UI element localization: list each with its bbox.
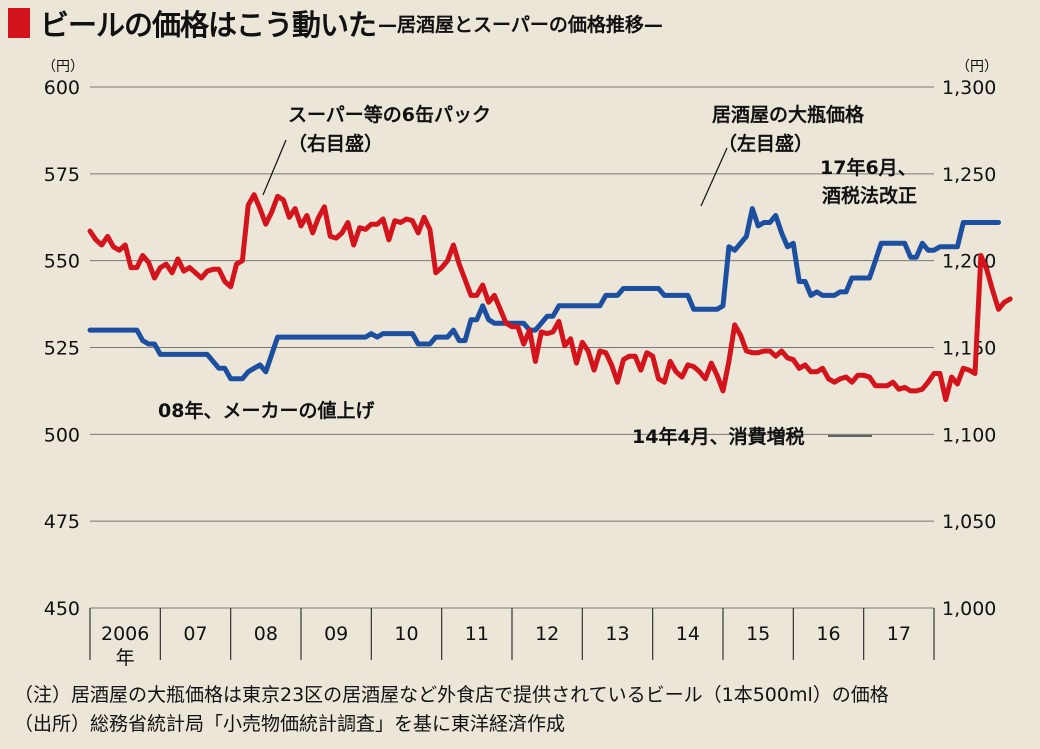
left-tick-label: 550 [44,251,80,273]
annotation-layer: スーパー等の6缶パック （右目盛） 居酒屋の大瓶価格 （左目盛） 17年6月、酒税法改正… [158,103,917,448]
left-tick-label: 525 [44,338,80,360]
right-tick-label: 1,250 [942,164,996,186]
x-tick-label: 08 [254,623,278,645]
left-tick-label: 500 [44,424,80,446]
right-tick-label: 1,050 [942,511,996,533]
consumption-tax-label: 14年4月、消費増税 [632,425,805,448]
right-axis-unit: （円） [956,59,998,75]
x-tick-label: 14 [676,623,700,645]
x-tick-label: 11 [465,623,489,645]
title-accent-block [8,8,30,38]
right-tick-label: 1,100 [942,424,996,446]
izakaya-series-label: 居酒屋の大瓶価格 [712,103,865,126]
left-tick-label: 450 [44,598,80,620]
left-tick-label: 475 [44,511,80,533]
x-tick-year-suffix: 年 [116,647,135,669]
x-tick-label: 09 [324,623,348,645]
grid-layer [90,86,934,609]
left-tick-label: 575 [44,164,80,186]
supermarket-leader-line [262,139,287,196]
x-tick-label: 07 [183,623,207,645]
chart-subtitle: —居酒屋とスーパーの価格推移— [378,13,663,36]
x-tick-label: 12 [535,623,559,645]
izakaya-axis-note: （左目盛） [718,132,813,155]
right-tick-label: 1,150 [942,338,996,360]
left-tick-label: 600 [44,77,80,99]
chart-title: ビールの価格はこう動いた [40,8,377,42]
supermarket-series-label: スーパー等の6缶パック [288,103,491,126]
x-tick-label: 15 [746,623,770,645]
source-line: （出所）総務省統計局「小売物価統計調査」を基に東洋経済作成 [14,713,566,735]
chart-notes: （注）居酒屋の大瓶価格は東京23区の居酒屋など外食店で提供されているビール（1本… [14,681,889,739]
x-tick-label: 13 [605,623,629,645]
tax-reform-label: 17年6月、 [820,156,917,179]
left-axis-unit: （円） [42,59,84,75]
x-tick-label: 17 [887,623,911,645]
izakaya-line [87,206,1001,382]
series-layer [87,192,1013,403]
right-tick-label: 1,300 [942,77,996,99]
x-tick-label: 16 [816,623,840,645]
price-hike-label: 08年、メーカーの値上げ [158,399,375,422]
tax-reform-label-2: 酒税法改正 [822,184,917,207]
x-tick-label: 2006 [101,623,149,645]
supermarket-axis-note: （右目盛） [288,132,383,155]
izakaya-leader-line [700,147,728,207]
title-bar: ビールの価格はこう動いた —居酒屋とスーパーの価格推移— [0,0,1040,46]
right-tick-label: 1,000 [942,598,996,620]
x-tick-label: 10 [394,623,418,645]
note-line: （注）居酒屋の大瓶価格は東京23区の居酒屋など外食店で提供されているビール（1本… [14,684,889,706]
supermarket-line [87,192,1013,403]
